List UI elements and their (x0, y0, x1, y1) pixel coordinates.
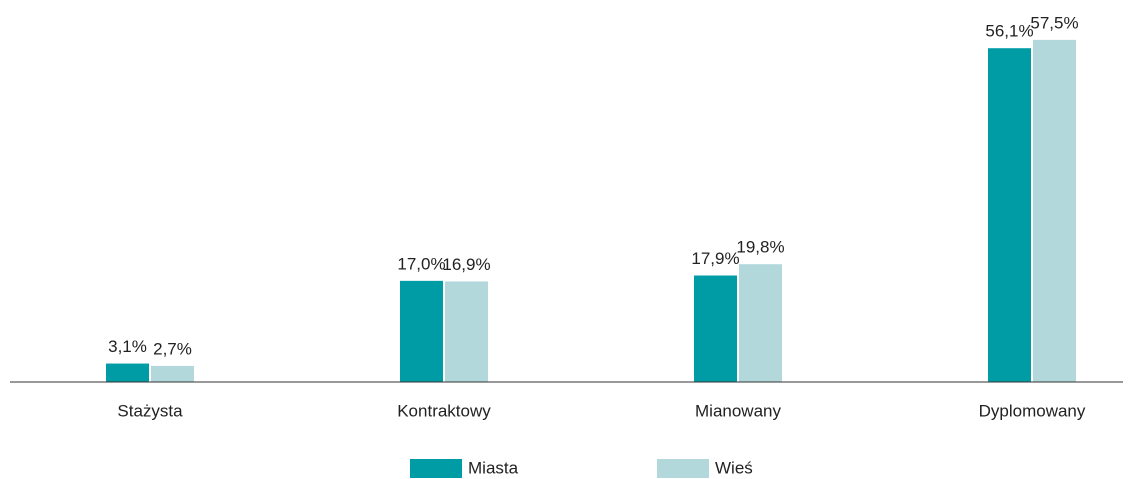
bar (988, 48, 1031, 383)
data-label: 2,7% (153, 339, 192, 358)
legend-label: Wieś (715, 458, 753, 477)
bar (151, 365, 194, 382)
legend-swatch (410, 459, 462, 478)
x-tick-label: Mianowany (695, 401, 781, 420)
data-label: 17,9% (691, 249, 739, 268)
x-tick-label: Stażysta (117, 401, 183, 420)
bar (1033, 39, 1076, 382)
data-label: 3,1% (108, 337, 147, 356)
x-tick-label: Dyplomowany (979, 401, 1086, 420)
bar (445, 281, 488, 382)
bar (106, 363, 149, 382)
data-label: 19,8% (736, 238, 784, 257)
bar (694, 275, 737, 382)
data-label: 17,0% (397, 254, 445, 273)
x-tick-label: Kontraktowy (397, 401, 491, 420)
legend-label: Miasta (468, 458, 519, 477)
bar (739, 264, 782, 382)
data-label: 16,9% (442, 255, 490, 274)
data-label: 57,5% (1030, 13, 1078, 32)
legend-swatch (657, 459, 709, 478)
bar (400, 280, 443, 382)
data-label: 56,1% (985, 22, 1033, 41)
